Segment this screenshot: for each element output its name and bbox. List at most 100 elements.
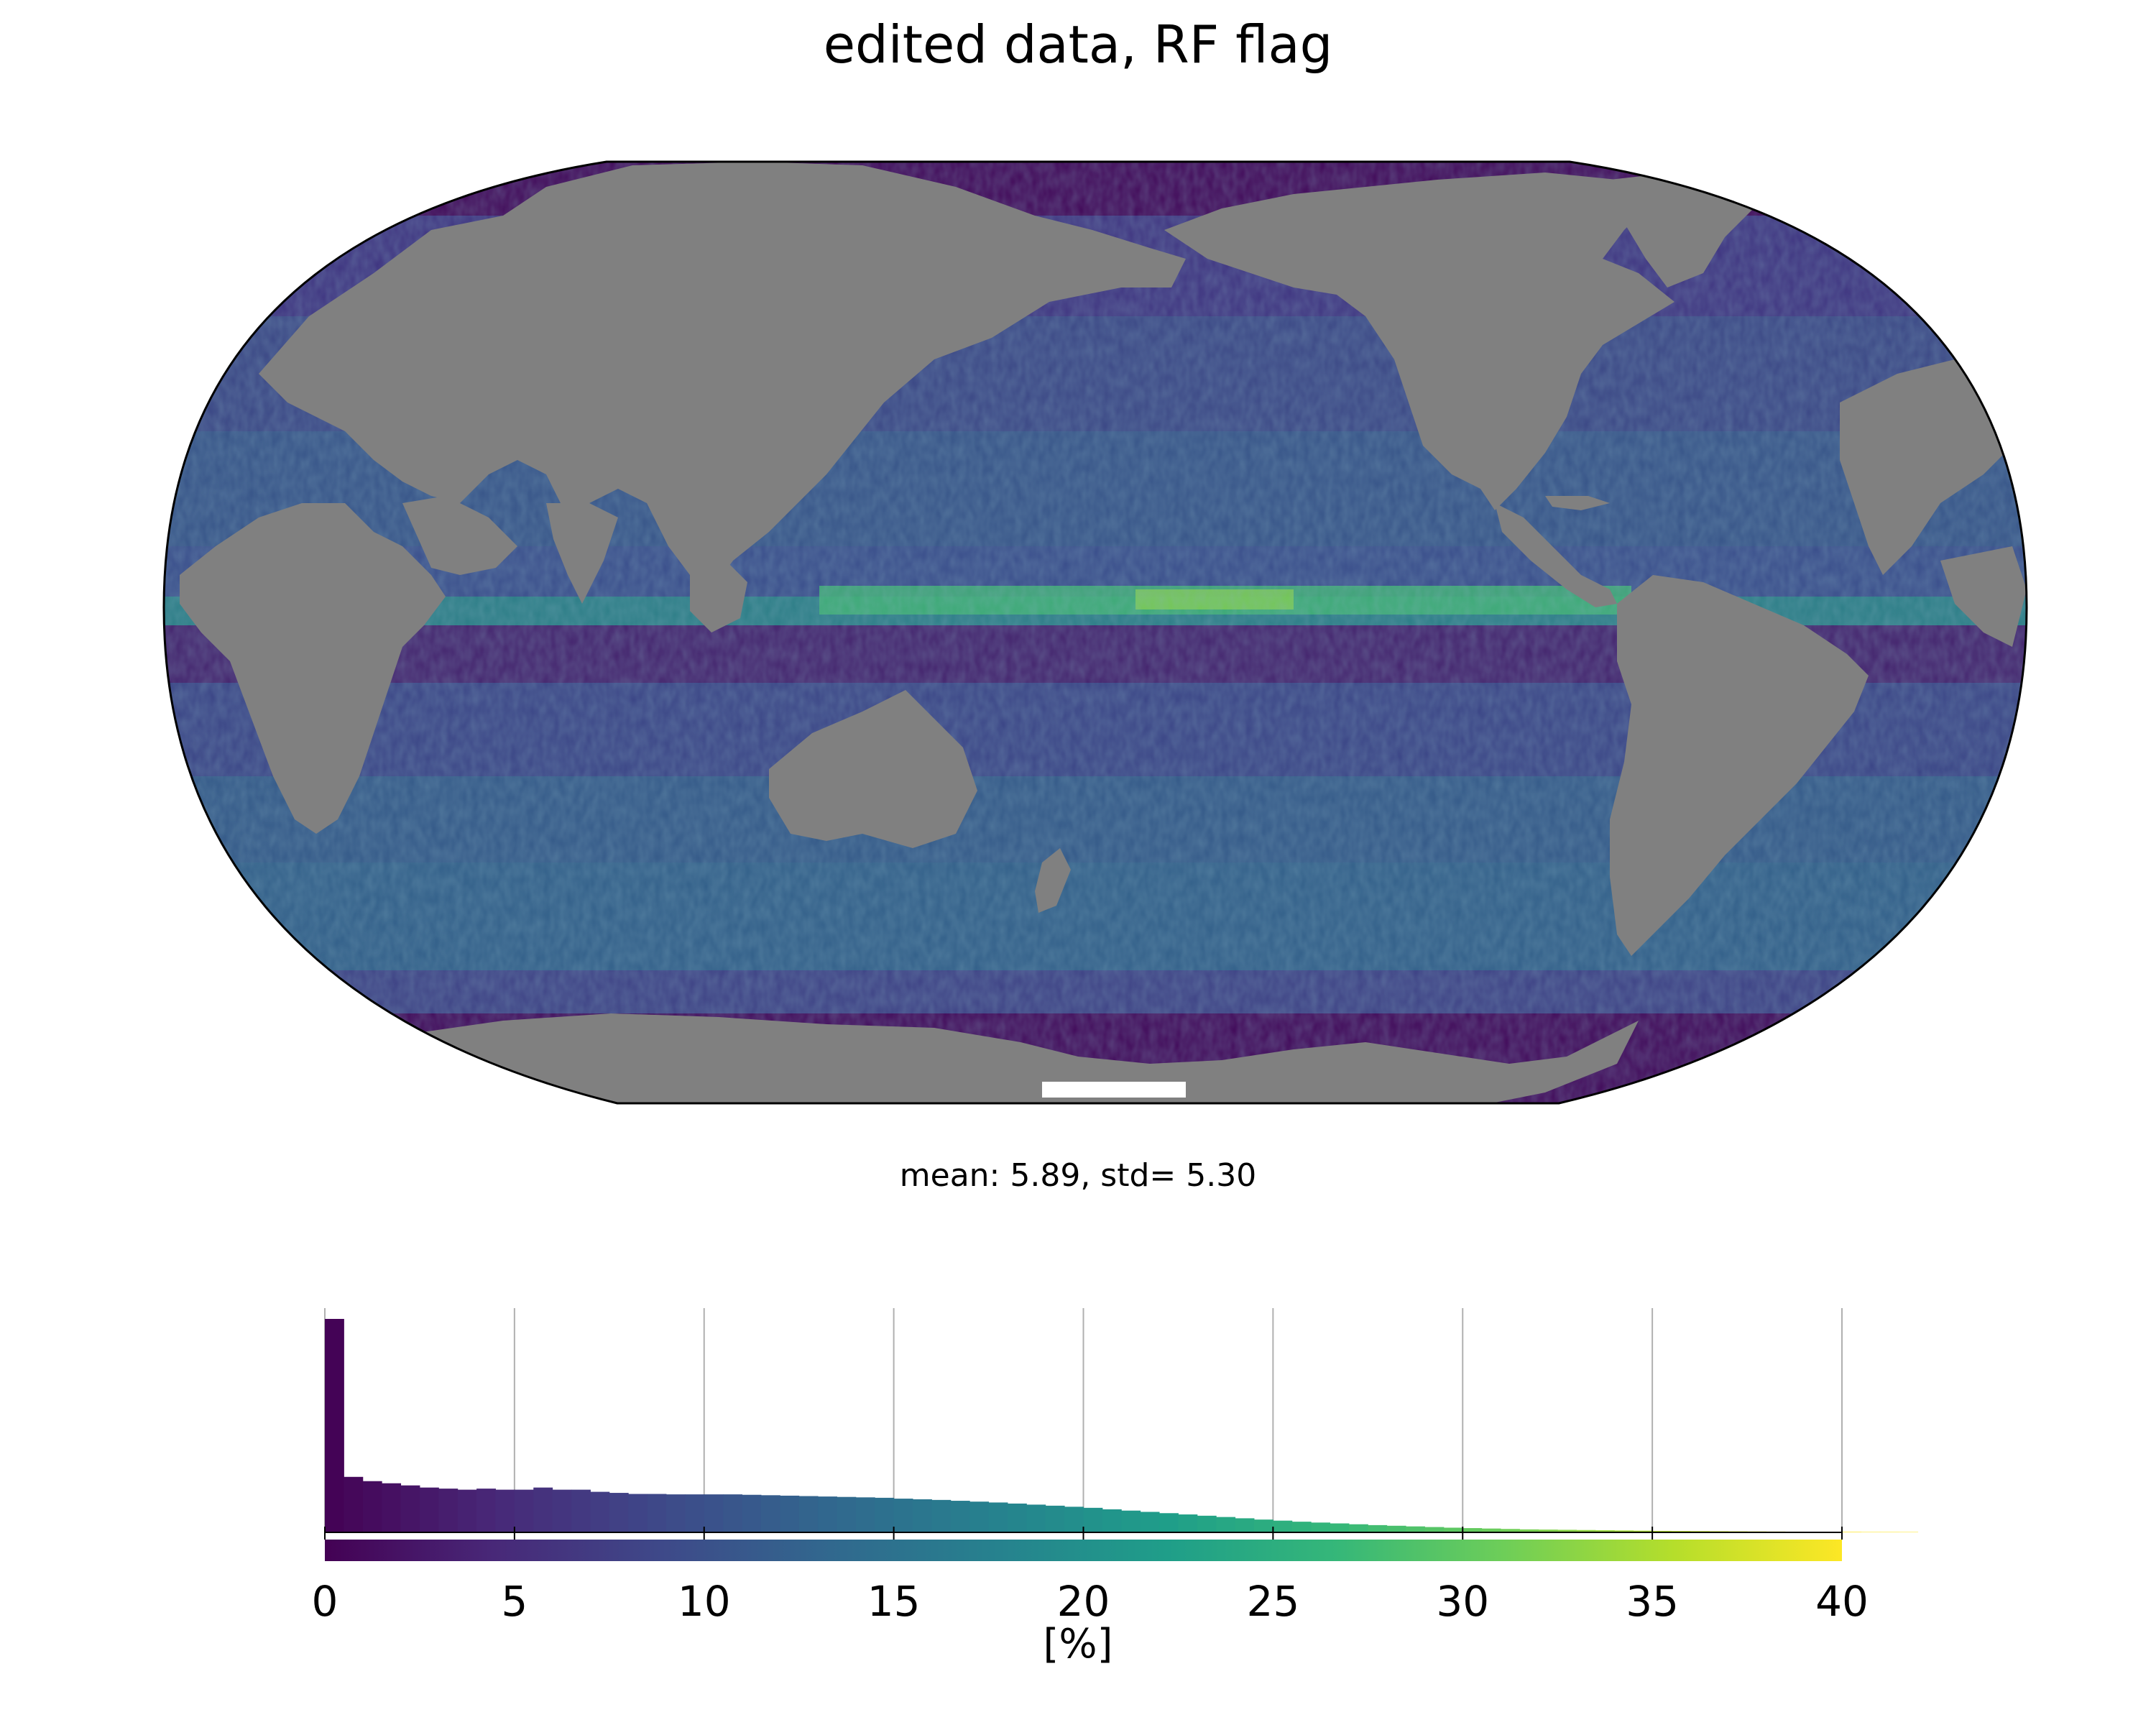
histogram-bar: [875, 1497, 895, 1532]
histogram-bar: [1443, 1527, 1463, 1532]
histogram-bar: [931, 1499, 952, 1532]
histogram-bar: [1235, 1518, 1255, 1532]
histogram-bar: [818, 1496, 837, 1532]
histogram-bar: [382, 1483, 402, 1532]
histogram-bar: [780, 1495, 800, 1532]
tick-label-40: 40: [1815, 1577, 1869, 1626]
histogram-bar: [1595, 1530, 1615, 1532]
histogram-bar: [1083, 1507, 1103, 1532]
histogram-bar: [837, 1496, 857, 1532]
histogram-bar: [1197, 1515, 1217, 1532]
histogram-bar: [571, 1489, 591, 1532]
histogram-bar: [1121, 1510, 1141, 1532]
histogram-bar: [1368, 1524, 1388, 1532]
histogram-bar: [1462, 1528, 1483, 1532]
world-map: [162, 160, 2028, 1105]
land-central-america: [1495, 503, 1617, 607]
tick-label-15: 15: [867, 1577, 921, 1626]
histogram-bar: [1045, 1505, 1065, 1532]
histogram-bar: [419, 1487, 439, 1532]
colorbar-unit-label: [%]: [1043, 1621, 1113, 1668]
land-south-america: [1610, 575, 1869, 956]
histogram-bar: [590, 1491, 610, 1532]
histogram-bar: [1576, 1530, 1596, 1532]
histogram-bar: [514, 1489, 534, 1532]
histogram-bars: [325, 1319, 1919, 1532]
histogram-bar: [1633, 1530, 1653, 1532]
ocean-field: [164, 162, 2027, 1103]
histogram-bar: [742, 1494, 762, 1532]
histogram-bar: [1614, 1530, 1634, 1532]
land-masses: [180, 162, 2027, 1103]
land-se-asia: [690, 561, 747, 632]
tick-label-25: 25: [1246, 1577, 1299, 1626]
map-outline: [162, 160, 2028, 1105]
histogram-bar: [704, 1494, 724, 1532]
histogram-bar: [325, 1319, 344, 1532]
histogram-bar: [1538, 1530, 1558, 1532]
histogram-bar: [723, 1494, 743, 1532]
tick-label-20: 20: [1057, 1577, 1110, 1626]
land-japan: [819, 374, 862, 460]
histogram-bar: [1311, 1522, 1331, 1532]
histogram-bar: [647, 1494, 667, 1532]
histogram-bar: [1007, 1503, 1027, 1532]
land-greenland: [1610, 172, 1754, 288]
colorbar-ticks: 0 5 10 15 20 25 30 35 40: [312, 1527, 1869, 1626]
histogram-bar: [855, 1497, 875, 1532]
tick-label-30: 30: [1436, 1577, 1489, 1626]
histogram-bar: [1557, 1530, 1577, 1532]
land-arabia: [402, 496, 517, 575]
stats-annotation: mean: 5.89, std= 5.30: [899, 1157, 1257, 1194]
histogram-bar: [1481, 1528, 1501, 1532]
histogram-bar: [665, 1494, 686, 1532]
histogram-bar: [457, 1489, 477, 1532]
histogram-bar: [1026, 1504, 1046, 1532]
histogram-bar: [1501, 1529, 1520, 1532]
histogram-bar: [628, 1494, 648, 1532]
histogram-bar: [1253, 1519, 1273, 1532]
colorbar: [325, 1540, 1842, 1561]
land-africa-east-edge: [1940, 546, 2027, 647]
land-north-america: [1164, 172, 1674, 510]
histogram-bar: [495, 1489, 515, 1532]
histogram-bar: [1424, 1527, 1445, 1532]
tick-label-35: 35: [1626, 1577, 1679, 1626]
histogram-bar: [913, 1499, 932, 1532]
histogram-bar: [1291, 1522, 1312, 1532]
histogram-bar: [1386, 1525, 1406, 1532]
histogram-bar: [476, 1489, 496, 1532]
histogram-bar: [893, 1499, 913, 1532]
histogram-bar: [362, 1481, 382, 1532]
land-new-zealand: [1035, 848, 1071, 913]
histogram-bar: [988, 1502, 1008, 1532]
histogram-bar: [1064, 1506, 1084, 1532]
histogram-bar: [609, 1493, 629, 1532]
histogram-bar: [685, 1494, 705, 1532]
histogram-bar: [1102, 1509, 1122, 1532]
histogram-bar: [344, 1476, 364, 1532]
land-africa: [180, 503, 446, 834]
tick-label-10: 10: [678, 1577, 731, 1626]
land-cuba-caribbean: [1545, 496, 1610, 510]
histogram-bar: [1273, 1520, 1293, 1532]
histogram-bar: [969, 1501, 990, 1532]
histogram-bar: [950, 1501, 970, 1532]
land-india: [546, 503, 618, 604]
histogram-bar: [1140, 1512, 1160, 1532]
histogram-bar: [400, 1485, 420, 1532]
histogram-bar: [1159, 1513, 1179, 1532]
tick-label-5: 5: [501, 1577, 528, 1626]
land-europe-west: [1840, 359, 2027, 575]
land-eurasia: [259, 162, 1186, 589]
histogram-bar: [798, 1496, 819, 1532]
histogram-bar: [1178, 1514, 1198, 1532]
histogram-bar: [1652, 1530, 1672, 1532]
ross-ice-shelf-gap: [1042, 1082, 1186, 1098]
tick-label-0: 0: [312, 1577, 338, 1626]
histogram-bar: [552, 1489, 572, 1532]
histogram-bar: [1330, 1523, 1350, 1532]
land-antarctica: [402, 1013, 1639, 1103]
histogram-bar: [1519, 1529, 1539, 1532]
